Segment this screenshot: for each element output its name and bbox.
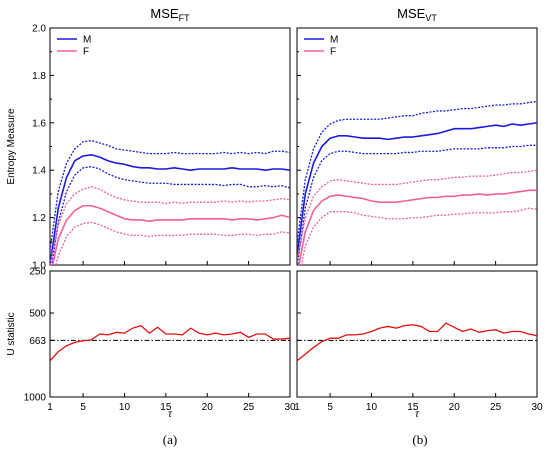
series-M-band-lower <box>297 144 537 265</box>
top-y-tick-label: 1.0 <box>32 261 46 272</box>
top-y-tick-label: 1.2 <box>32 213 46 224</box>
bottom-axes-frame <box>296 270 538 398</box>
x-tick-label: 10 <box>119 402 131 413</box>
top-axes-frame <box>49 27 291 266</box>
u-statistic-line <box>297 322 537 362</box>
x-tick-label: 1 <box>294 402 300 413</box>
bottom-series-group <box>50 324 290 362</box>
legend-label-F: F <box>83 47 89 58</box>
series-F-mean <box>298 189 537 265</box>
chart-title-subscript: VT <box>425 13 437 23</box>
bottom-y-tick-label: 663 <box>29 336 46 347</box>
x-tick-label: 15 <box>407 402 419 413</box>
chart-title: MSEFT <box>150 6 190 23</box>
x-tick-label: 25 <box>490 402 502 413</box>
top-y-tick-label: 2.0 <box>32 24 46 35</box>
legend-label-M: M <box>330 35 338 46</box>
x-tick-label: 5 <box>80 402 86 413</box>
bottom-y-axis-label: U statistic <box>6 312 17 355</box>
x-tick-label: 20 <box>449 402 461 413</box>
panel-label: (b) <box>412 432 427 447</box>
bottom-y-tick-label: 1000 <box>24 393 47 404</box>
series-M-mean <box>297 122 537 256</box>
x-tick-label: 30 <box>531 402 543 413</box>
top-y-tick-label: 1.4 <box>32 166 46 177</box>
top-series-group <box>50 139 290 265</box>
series-M-band-upper <box>50 139 290 251</box>
x-tick-label: 10 <box>366 402 378 413</box>
series-F-band-lower <box>300 207 537 265</box>
top-y-tick-label: 1.6 <box>32 118 46 129</box>
chart-title-subscript: FT <box>179 13 190 23</box>
series-F-mean <box>51 204 290 265</box>
top-y-axis-label: Entropy Measure <box>6 108 17 185</box>
panel-label: (a) <box>163 432 177 447</box>
series-F-band-lower <box>55 221 290 265</box>
chart-title-main: MSE <box>397 6 426 21</box>
series-M-mean <box>50 153 290 265</box>
u-statistic-line <box>50 324 290 362</box>
top-series-group <box>297 100 537 265</box>
series-F-band-upper <box>297 169 537 263</box>
chart-title-main: MSE <box>150 6 179 21</box>
x-tick-label: 25 <box>243 402 255 413</box>
bottom-axes-frame <box>49 270 291 398</box>
bottom-series-group <box>297 322 537 362</box>
legend-label-F: F <box>330 47 336 58</box>
x-tick-label: 20 <box>202 402 214 413</box>
bottom-y-tick-label: 500 <box>29 309 46 320</box>
top-y-tick-label: 1.8 <box>32 71 46 82</box>
x-tick-label: 30 <box>284 402 296 413</box>
top-axes-frame <box>296 27 538 266</box>
x-tick-label: 1 <box>47 402 53 413</box>
series-F-band-upper <box>50 186 290 265</box>
series-M-band-upper <box>297 100 537 244</box>
x-axis-label: τ <box>168 409 173 420</box>
x-tick-label: 5 <box>327 402 333 413</box>
legend-label-M: M <box>83 35 91 46</box>
x-tick-label: 15 <box>160 402 172 413</box>
x-axis-label: τ <box>415 409 420 420</box>
bottom-y-tick-label: 250 <box>29 267 46 278</box>
series-M-band-lower <box>51 165 290 265</box>
chart-title: MSEVT <box>397 6 437 23</box>
